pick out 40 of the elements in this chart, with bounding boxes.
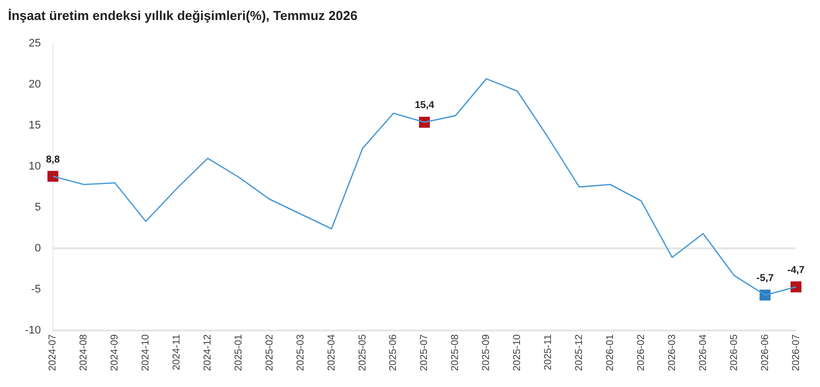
point xyxy=(47,170,58,182)
x-tick-label: 2025-06 xyxy=(388,334,400,372)
x-tick-label: 2025-04 xyxy=(326,334,338,372)
y-tick-label: 0 xyxy=(34,242,41,254)
y-tick-label: 10 xyxy=(28,160,41,173)
point xyxy=(790,281,802,292)
y-tick-label: 25 xyxy=(28,38,41,50)
x-tick-label: 2025-12 xyxy=(574,334,586,372)
data-label: 15,4 xyxy=(414,100,435,112)
x-tick-label: 2026-02 xyxy=(636,334,647,372)
y-tick-label: 5 xyxy=(34,201,41,214)
y-tick-label: -10 xyxy=(24,324,41,336)
x-tick-label: 2025-07 xyxy=(419,334,430,372)
data-label: -5,7 xyxy=(756,273,774,284)
x-tick-label: 2024-12 xyxy=(202,334,214,372)
x-tick-label: 2025-02 xyxy=(264,334,276,372)
x-tick-label: 2026-07 xyxy=(790,334,802,372)
x-tick-label: 2024-08 xyxy=(78,334,90,372)
x-tick-label: 2025-05 xyxy=(357,334,368,372)
y-tick-label: 20 xyxy=(28,78,41,91)
x-tick-label: 2026-06 xyxy=(760,334,771,372)
x-tick-label: 2024-10 xyxy=(140,334,152,372)
x-tick-label: 2025-03 xyxy=(295,334,306,372)
chart-title: İnşaat üretim endeksi yıllık değişimleri(%), Temmuz 2026 xyxy=(8,8,358,23)
data-label: 8,8 xyxy=(46,154,60,166)
x-tick-label: 2026-03 xyxy=(666,334,678,372)
x-tick-label: 2024-11 xyxy=(172,334,182,370)
data-label: -4,7 xyxy=(787,264,806,276)
y-tick-label: -5 xyxy=(31,283,41,296)
x-tick-label: 2026-01 xyxy=(604,334,616,372)
x-tick-label: 2025-08 xyxy=(450,334,462,372)
x-tick-label: 2026-04 xyxy=(698,334,709,372)
x-tick-label: 2024-09 xyxy=(110,334,121,372)
x-tick-label: 2025-11 xyxy=(543,334,554,370)
x-tick-label: 2025-01 xyxy=(233,334,244,372)
x-tick-label: 2026-05 xyxy=(728,334,740,372)
y-tick-label: 15 xyxy=(28,120,41,132)
x-tick-label: 2025-09 xyxy=(481,334,492,372)
x-tick-label: 2025-10 xyxy=(512,334,524,372)
x-tick-label: 2024-07 xyxy=(48,334,59,372)
